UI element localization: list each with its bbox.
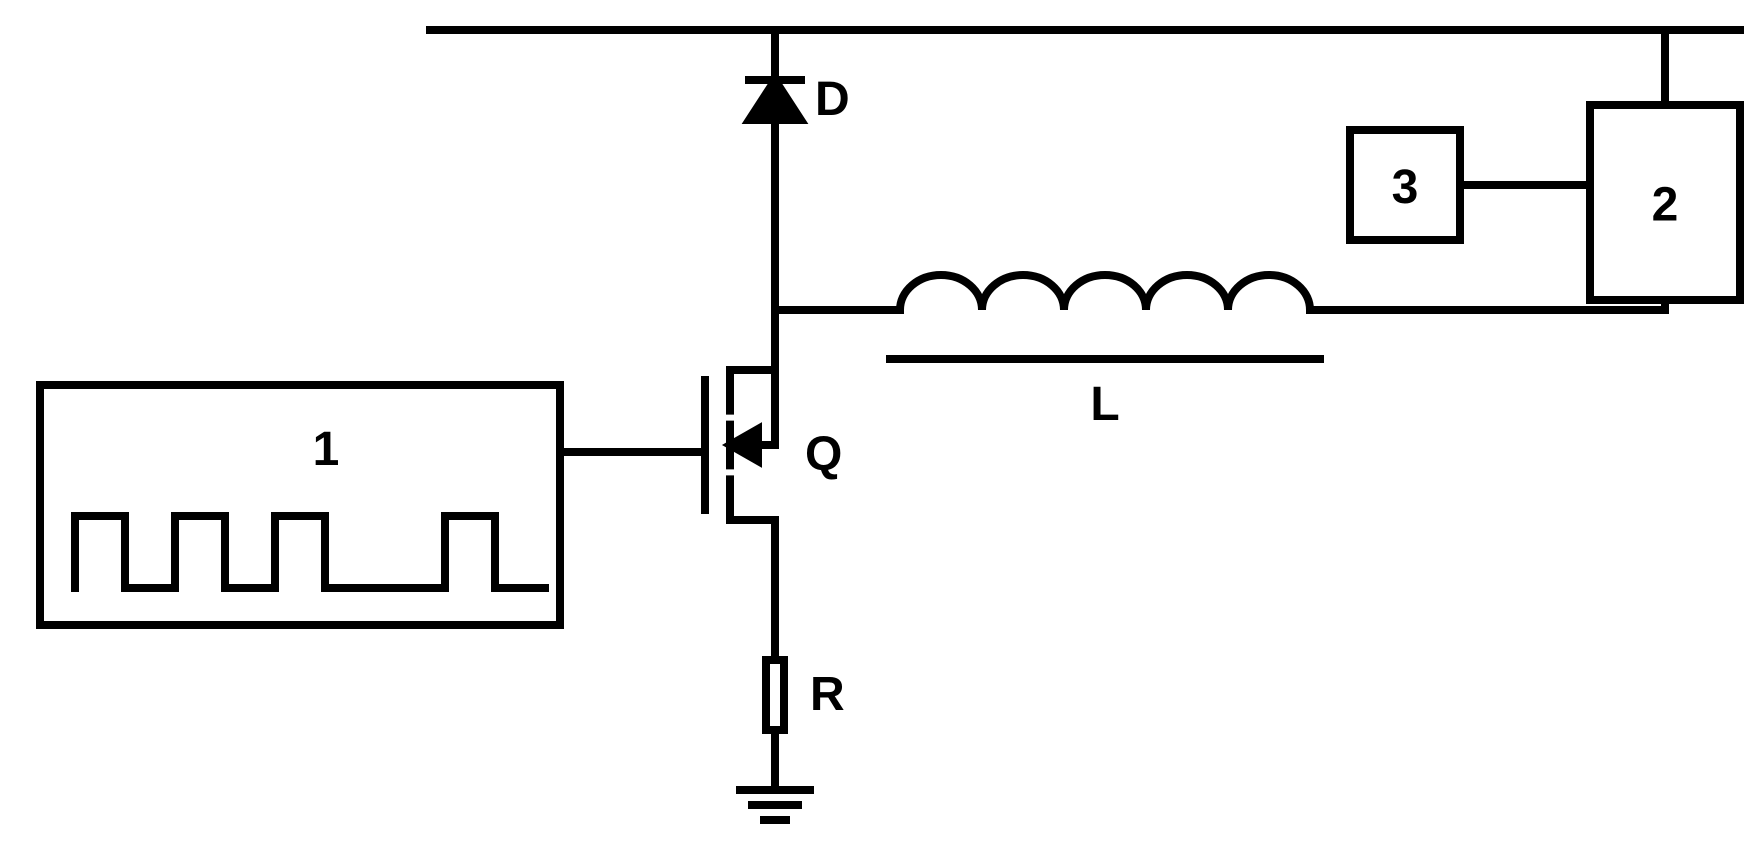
resistor-label: R bbox=[810, 668, 845, 721]
box3-label: 3 bbox=[1392, 161, 1419, 214]
box1-label: 1 bbox=[313, 423, 340, 476]
diode-label: D bbox=[815, 73, 850, 126]
box2-label: 2 bbox=[1652, 179, 1679, 232]
transistor-label: Q bbox=[805, 428, 842, 481]
circuit-diagram: D L 2 3 Q 1 R bbox=[0, 0, 1761, 856]
inductor-label: L bbox=[1090, 378, 1119, 431]
